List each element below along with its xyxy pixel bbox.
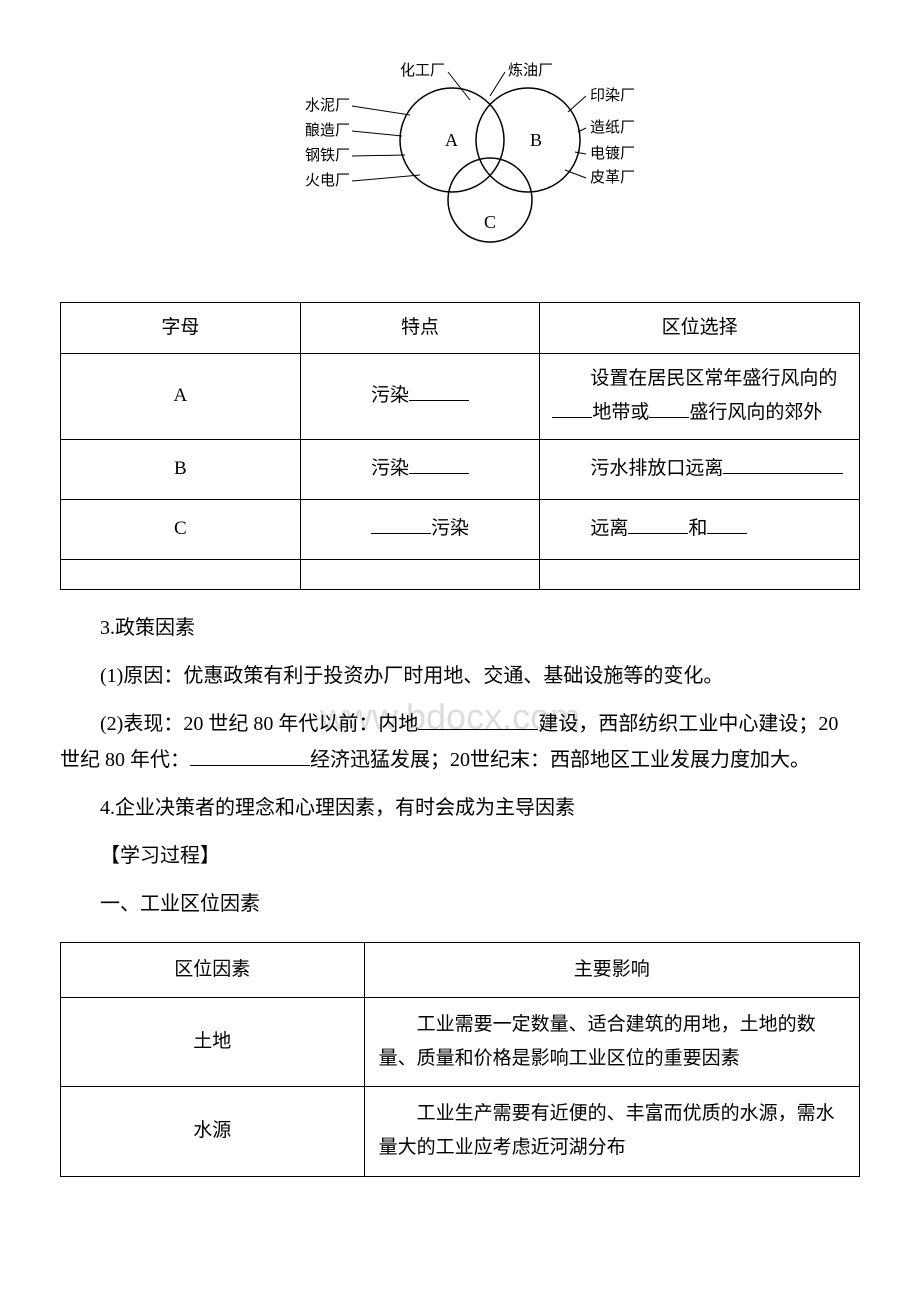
t1-empty-0 [61, 559, 301, 589]
t1-r1-feature: 污染 [300, 439, 540, 499]
label-b: B [530, 130, 542, 150]
right-label-2: 造纸厂 [590, 119, 635, 136]
section3-p1: (1)原因：优惠政策有利于投资办厂时用地、交通、基础设施等的变化。 [60, 658, 860, 694]
circle-b [476, 88, 580, 192]
location-factor-table: 区位因素 主要影响 土地 工业需要一定数量、适合建筑的用地，土地的数量、质量和价… [60, 942, 860, 1177]
left-label-3: 钢铁厂 [305, 147, 350, 164]
right-label-0: 炼油厂 [508, 62, 553, 79]
t1-r2-feature: 污染 [300, 499, 540, 559]
right-label-3: 电镀厂 [590, 145, 635, 162]
t1-empty-1 [300, 559, 540, 589]
t1-r0-feature: 污染 [300, 354, 540, 439]
t1-header-0: 字母 [61, 303, 301, 354]
t2-header-0: 区位因素 [61, 942, 365, 997]
label-c: C [484, 212, 496, 232]
t2-r0-factor: 土地 [61, 997, 365, 1086]
learning-process: 【学习过程】 [60, 838, 860, 874]
section-industry: 一、工业区位因素 [60, 886, 860, 922]
t1-r2-letter: C [61, 499, 301, 559]
t1-header-1: 特点 [300, 303, 540, 354]
t1-r1-location: 污水排放口远离 [540, 439, 860, 499]
t2-header-1: 主要影响 [364, 942, 859, 997]
section3-title: 3.政策因素 [60, 610, 860, 646]
venn-diagram: A B C 化工厂 水泥厂 酿造厂 钢铁厂 火电厂 炼油厂 印染厂 造纸厂 电镀… [60, 60, 860, 272]
left-label-2: 酿造厂 [305, 122, 350, 139]
t2-r1-factor: 水源 [61, 1087, 365, 1176]
t1-empty-2 [540, 559, 860, 589]
t1-header-2: 区位选择 [540, 303, 860, 354]
right-label-1: 印染厂 [590, 87, 635, 104]
t1-r2-location: 远离和 [540, 499, 860, 559]
t2-r0-impact: 工业需要一定数量、适合建筑的用地，土地的数量、质量和价格是影响工业区位的重要因素 [364, 997, 859, 1086]
t2-r1-impact: 工业生产需要有近便的、丰富而优质的水源，需水量大的工业应考虑近河湖分布 [364, 1087, 859, 1176]
left-label-1: 水泥厂 [305, 97, 350, 114]
label-a: A [445, 130, 458, 150]
t1-r1-letter: B [61, 439, 301, 499]
pollution-table: 字母 特点 区位选择 A 污染 设置在居民区常年盛行风向的地带或盛行风向的郊外 … [60, 302, 860, 590]
t1-r0-letter: A [61, 354, 301, 439]
t1-r0-location: 设置在居民区常年盛行风向的地带或盛行风向的郊外 [540, 354, 860, 439]
right-label-4: 皮革厂 [590, 169, 635, 186]
left-label-4: 火电厂 [305, 172, 350, 189]
section4: 4.企业决策者的理念和心理因素，有时会成为主导因素 [60, 790, 860, 826]
section3-p2: (2)表现：20 世纪 80 年代以前：内地建设，西部纺织工业中心建设；20 世… [60, 706, 860, 778]
left-label-0: 化工厂 [400, 62, 445, 79]
